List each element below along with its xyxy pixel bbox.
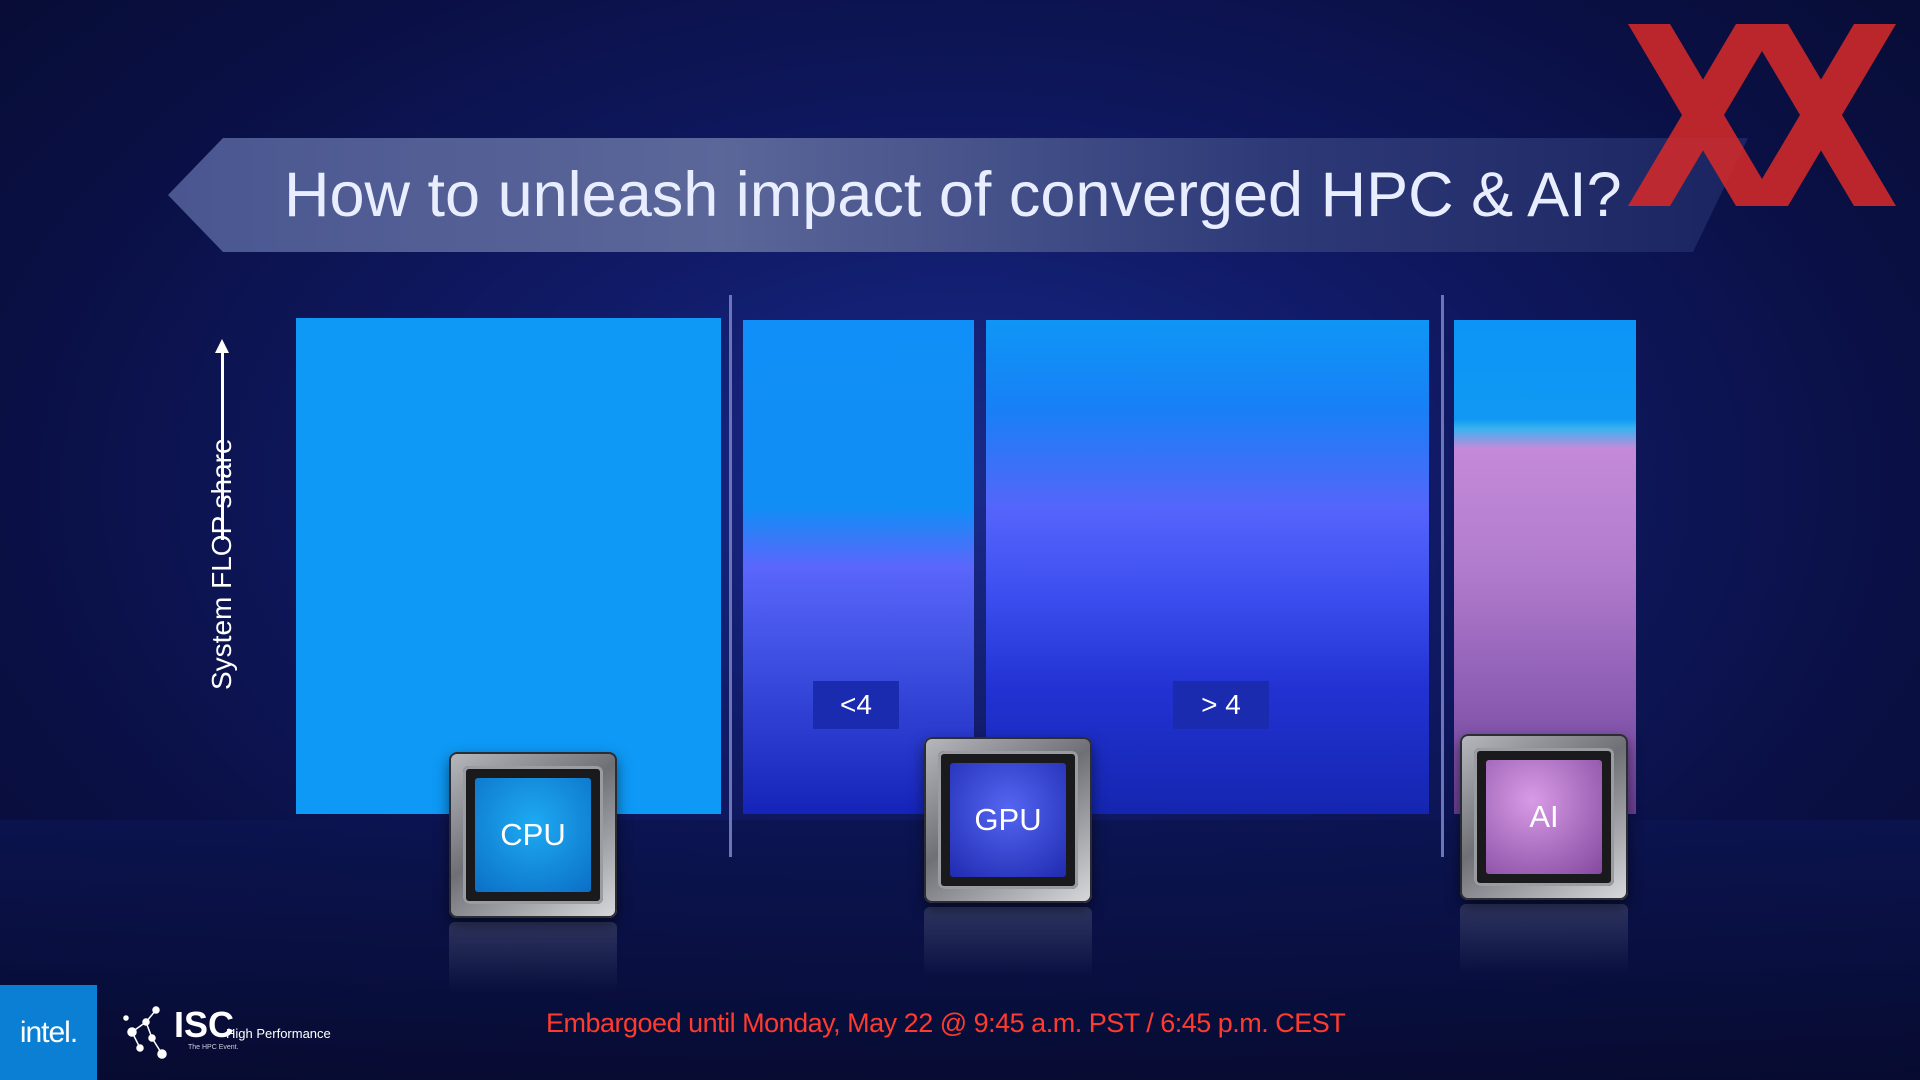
- gpu-share-block-large: [986, 320, 1429, 814]
- ai-chip-icon: AI: [1460, 734, 1628, 900]
- gpu-chip-icon: GPU: [924, 737, 1092, 903]
- embargo-notice: Embargoed until Monday, May 22 @ 9:45 a.…: [546, 1008, 1346, 1038]
- tag-less-than-four: <4: [813, 681, 899, 729]
- cpu-chip-label: CPU: [475, 778, 591, 892]
- watermark-xx-icon: [1628, 24, 1896, 206]
- chip-reflection: [449, 922, 617, 992]
- ai-share-block: [1454, 320, 1636, 814]
- chip-frame: GPU: [938, 751, 1078, 889]
- isc-logo: ISC High Performance The HPC Event.: [122, 1004, 342, 1062]
- cpu-share-block: [296, 318, 721, 814]
- divider-line: [1441, 295, 1444, 857]
- cpu-chip-icon: CPU: [449, 752, 617, 918]
- ai-chip-label: AI: [1486, 760, 1602, 874]
- axis-arrow-icon: [215, 339, 229, 353]
- chip-reflection: [924, 907, 1092, 977]
- axis-line: [221, 350, 224, 540]
- tag-greater-than-four: > 4: [1173, 681, 1269, 729]
- axis-label: System FLOP share: [206, 438, 237, 690]
- isc-tagline: High Performance: [226, 1026, 331, 1041]
- divider-line: [729, 295, 732, 857]
- isc-wordmark: ISC: [174, 1004, 235, 1045]
- chip-frame: CPU: [463, 766, 603, 904]
- chip-frame: AI: [1474, 748, 1614, 886]
- gpu-share-block-small: [743, 320, 974, 814]
- network-nodes-icon: [123, 1006, 167, 1059]
- isc-subtagline: The HPC Event.: [188, 1044, 239, 1051]
- gpu-chip-label: GPU: [950, 763, 1066, 877]
- chip-reflection: [1460, 904, 1628, 974]
- title-banner: [168, 138, 1748, 252]
- slide-title: How to unleash impact of converged HPC &…: [284, 160, 1622, 230]
- intel-logo: intel.: [0, 985, 97, 1080]
